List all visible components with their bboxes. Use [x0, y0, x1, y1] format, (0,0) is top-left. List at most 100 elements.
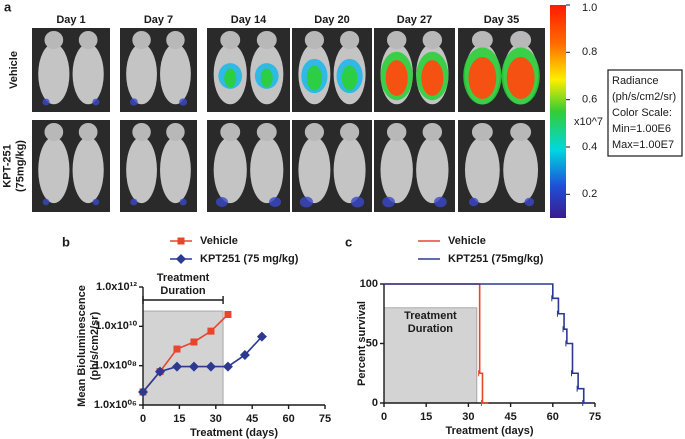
- panel-label: a: [4, 0, 12, 14]
- mouse-body: [38, 43, 70, 105]
- colorbar-tick-label: 0.8: [582, 46, 597, 58]
- colorbar-tick-label: 0.6: [582, 94, 597, 106]
- mouse-head: [78, 31, 98, 49]
- day-label: Day 14: [231, 14, 267, 26]
- legend-marker: [177, 237, 185, 245]
- x-tick-label: 60: [547, 411, 559, 423]
- info-box: [607, 69, 683, 157]
- data-point: [239, 349, 250, 360]
- signal: [524, 197, 535, 207]
- mouse-head: [471, 31, 493, 49]
- x-axis-label: Treatment (days): [190, 427, 278, 439]
- row-label: Vehicle: [8, 51, 20, 89]
- x-tick-label: 30: [210, 413, 222, 425]
- mouse-body: [72, 43, 104, 105]
- data-point: [224, 310, 232, 318]
- mouse-head: [386, 31, 407, 49]
- day-label: Day 1: [56, 14, 85, 26]
- mouse-body: [250, 136, 284, 204]
- mouse-head: [44, 31, 64, 49]
- mouse-head: [340, 31, 360, 49]
- signal: [506, 57, 535, 99]
- signal: [179, 198, 187, 206]
- data-point: [205, 361, 216, 372]
- mouse-body: [503, 136, 539, 204]
- signal: [129, 98, 138, 106]
- signal: [351, 196, 365, 208]
- mouse-head: [220, 123, 241, 141]
- treatment-shade: [383, 307, 478, 404]
- colorbar-unit: x10^7: [574, 116, 603, 128]
- x-tick-label: 75: [589, 411, 601, 423]
- panel-label: c: [345, 234, 352, 249]
- mouse-body: [213, 136, 247, 204]
- signal: [42, 98, 50, 106]
- info-text: (ph/s/cm2/sr): [612, 91, 676, 103]
- info-text: Color Scale:: [612, 107, 672, 119]
- signal: [468, 57, 497, 99]
- signal: [179, 98, 188, 106]
- signal: [421, 60, 444, 96]
- mouse-body: [160, 43, 191, 105]
- signal: [269, 197, 282, 207]
- mouse-head: [256, 31, 277, 49]
- signal: [299, 196, 313, 208]
- data-point: [138, 386, 148, 397]
- colorbar-tick-label: 0.4: [582, 141, 597, 153]
- legend-label: Vehicle: [448, 235, 486, 247]
- signal: [468, 197, 479, 207]
- x-tick-label: 15: [420, 411, 432, 423]
- y-tick-label: 50: [366, 337, 378, 349]
- mouse-head: [510, 123, 532, 141]
- day-label: Day 20: [314, 14, 349, 26]
- duration-bracket: [142, 296, 224, 304]
- signal: [224, 68, 237, 88]
- mouse-body: [160, 136, 191, 204]
- mouse-head: [304, 31, 324, 49]
- data-point: [222, 361, 233, 372]
- x-tick-label: 45: [246, 413, 258, 425]
- y-axis-label: Percent survival: [356, 301, 368, 386]
- row-label: (75mg/kg): [14, 140, 26, 192]
- y-tick-label: 1.0x10⁰⁸: [94, 360, 137, 372]
- data-point: [190, 338, 198, 346]
- day-label: Day 7: [144, 14, 173, 26]
- signal: [382, 196, 395, 208]
- data-point: [256, 331, 267, 342]
- mouse-head: [304, 123, 324, 141]
- legend-label: KPT251 (75mg/kg): [448, 253, 544, 265]
- info-text: Max=1.00E7: [612, 139, 674, 151]
- series-line: [384, 283, 590, 404]
- data-point: [171, 361, 182, 372]
- panel-label: b: [62, 234, 70, 249]
- mouse-head: [44, 123, 64, 141]
- y-tick-label: 1.0x10¹⁰: [95, 320, 137, 332]
- signal: [215, 197, 228, 207]
- annotation: Duration: [160, 285, 206, 297]
- mouse-head: [386, 123, 407, 141]
- annotation: Treatment: [157, 272, 210, 284]
- colorbar-tick-label: 1.0: [582, 2, 597, 14]
- mouse-head: [78, 123, 98, 141]
- x-tick-label: 75: [319, 413, 331, 425]
- y-axis-label: Mean Bioluminescence: [76, 285, 88, 407]
- mouse-body: [38, 136, 70, 204]
- data-point: [173, 345, 181, 353]
- row-label: KPT-251: [1, 144, 13, 187]
- signal: [260, 68, 273, 88]
- signal: [434, 196, 447, 208]
- mouse-head: [422, 31, 443, 49]
- mouse-head: [340, 123, 360, 141]
- y-tick-label: 1.0x10⁰⁶: [94, 399, 137, 411]
- mouse-head: [166, 123, 185, 141]
- mouse-head: [256, 123, 277, 141]
- mouse-head: [510, 31, 532, 49]
- mouse-body: [333, 136, 366, 204]
- signal: [92, 198, 100, 206]
- legend-marker: [176, 254, 186, 264]
- signal: [92, 98, 100, 106]
- mouse-body: [126, 43, 157, 105]
- y-axis-label: (ph/s/cm2/sr): [89, 311, 101, 380]
- y-tick-label: 100: [360, 278, 378, 290]
